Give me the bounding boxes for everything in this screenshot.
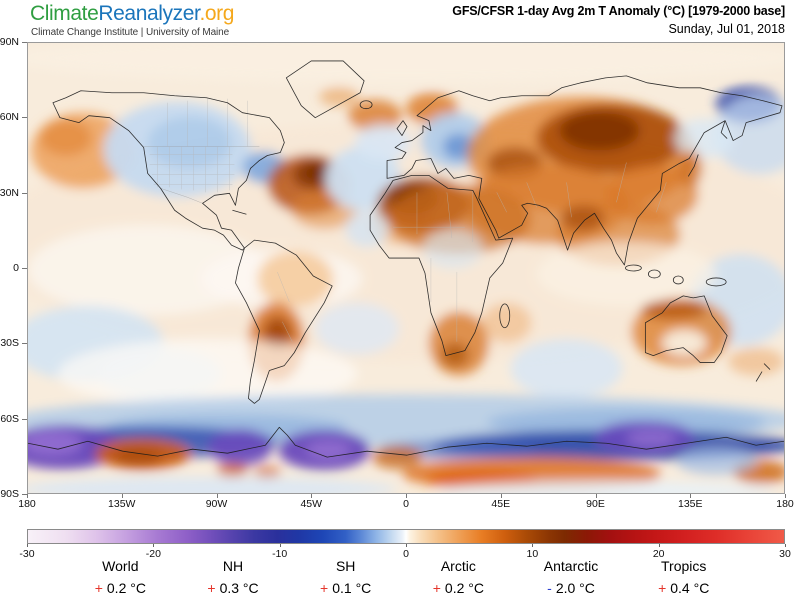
colorbar-label-10: 10: [526, 548, 539, 560]
stat-label: SH: [335, 558, 356, 574]
colorbar-tick: [406, 544, 407, 547]
stat-label: Arctic: [440, 558, 476, 574]
colorbar-label--10: -10: [272, 548, 288, 560]
stat-value: +0.4 °C: [627, 580, 740, 596]
stats-row: World +0.2 °C NH +0.3 °C SH +0.1 °C Arctic +0.2…: [64, 558, 740, 596]
stat-nh: NH +0.3 °C: [177, 558, 290, 596]
stat-number: 0.2 °C: [106, 580, 146, 596]
lon-tick: [500, 494, 502, 498]
stat-value: +0.3 °C: [177, 580, 290, 596]
lon-label-180: 180: [776, 498, 794, 510]
colorbar-label--30: -30: [19, 548, 35, 560]
lat-tick: [22, 117, 27, 119]
coastlines: [28, 60, 784, 458]
colorbar: -30 -20 -10 0 10 20 30: [19, 529, 791, 563]
lon-label-45W: 45W: [300, 498, 323, 510]
stat-sh: SH +0.1 °C: [289, 558, 402, 596]
stat-sign: -: [547, 580, 552, 596]
stat-number: 2.0 °C: [555, 580, 595, 596]
stat-antarctic: Antarctic -2.0 °C: [515, 558, 628, 596]
stat-sign: +: [207, 580, 216, 596]
lat-tick: [22, 192, 27, 194]
anomaly-map-canvas: [28, 43, 784, 493]
lat-label-0: 0: [13, 262, 19, 274]
site-subtitle: Climate Change Institute | University of…: [31, 27, 230, 38]
lon-label-135E: 135E: [677, 498, 703, 510]
lon-tick: [121, 494, 123, 498]
stat-number: 0.4 °C: [670, 580, 710, 596]
lon-tick: [690, 494, 692, 498]
lon-tick: [406, 494, 407, 498]
map-date: Sunday, Jul 01, 2018: [668, 21, 785, 36]
lon-tick: [216, 494, 218, 498]
lon-tick: [785, 494, 786, 498]
colorbar-tick: [279, 544, 281, 547]
lon-tick: [27, 494, 28, 498]
lon-tick: [595, 494, 597, 498]
lat-tick: [22, 418, 27, 420]
colorbar-tick: [27, 544, 28, 547]
lat-label-90S: 90S: [0, 488, 19, 500]
colorbar-tick: [532, 544, 534, 547]
colorbar-label-20: 20: [652, 548, 665, 560]
stat-value: +0.2 °C: [402, 580, 515, 596]
lon-tick: [311, 494, 313, 498]
lat-tick: [22, 42, 27, 43]
stat-label: Antarctic: [543, 558, 599, 574]
stat-arctic: Arctic +0.2 °C: [402, 558, 515, 596]
map-title: GFS/CFSR 1-day Avg 2m T Anomaly (°C) [19…: [452, 4, 785, 18]
logo-org-text: .org: [199, 2, 235, 25]
admin-borders: [143, 98, 667, 342]
map-title-block: GFS/CFSR 1-day Avg 2m T Anomaly (°C) [19…: [452, 4, 785, 37]
colorbar-label-30: 30: [779, 548, 791, 560]
lon-axis: 180 135W 90W 45W 0 45E 90E 135E 180: [18, 494, 794, 512]
stat-label: World: [102, 558, 139, 574]
lon-label-90E: 90E: [586, 498, 605, 510]
stat-number: 0.3 °C: [219, 580, 259, 596]
lon-label-135W: 135W: [108, 498, 136, 510]
colorbar-label--20: -20: [145, 548, 161, 560]
stat-label: NH: [222, 558, 244, 574]
lat-label-90N: 90N: [0, 36, 19, 48]
site-logo[interactable]: ClimateReanalyzer.org: [30, 2, 234, 26]
stat-world: World +0.2 °C: [64, 558, 177, 596]
colorbar-gradient: [27, 529, 785, 544]
stat-number: 0.2 °C: [444, 580, 484, 596]
anomaly-map: [27, 42, 785, 494]
colorbar-tick: [153, 544, 155, 547]
lat-axis: 90N 60N 30N 0 30S 60S 90S: [0, 36, 27, 500]
lat-label-30S: 30S: [0, 337, 19, 350]
stat-value: +0.1 °C: [289, 580, 402, 596]
stat-label: Tropics: [661, 558, 707, 574]
stat-sign: +: [432, 580, 441, 596]
lat-label-30N: 30N: [0, 186, 19, 199]
lon-label-45E: 45E: [491, 498, 511, 510]
anomaly-color-field: [28, 43, 784, 493]
logo-reanalyzer-text: Reanalyzer: [98, 2, 200, 25]
stat-value: +0.2 °C: [64, 580, 177, 596]
lat-tick: [22, 494, 27, 495]
stat-sign: +: [320, 580, 329, 596]
stat-sign: +: [94, 580, 103, 596]
lon-label-90W: 90W: [205, 498, 228, 510]
colorbar-tick: [785, 544, 786, 547]
stat-value: -2.0 °C: [515, 580, 628, 596]
stat-number: 0.1 °C: [332, 580, 372, 596]
stat-sign: +: [658, 580, 667, 596]
lat-tick: [22, 343, 27, 345]
lat-label-60N: 60N: [0, 111, 19, 124]
colorbar-label-0: 0: [403, 548, 409, 560]
stat-tropics: Tropics +0.4 °C: [627, 558, 740, 596]
logo-climate-text: Climate: [30, 2, 99, 25]
colorbar-tick: [658, 544, 660, 547]
lat-label-60S: 60S: [0, 412, 19, 425]
lat-tick: [22, 268, 27, 269]
lon-label-0: 0: [403, 498, 409, 510]
lon-label-180: 180: [18, 498, 36, 510]
